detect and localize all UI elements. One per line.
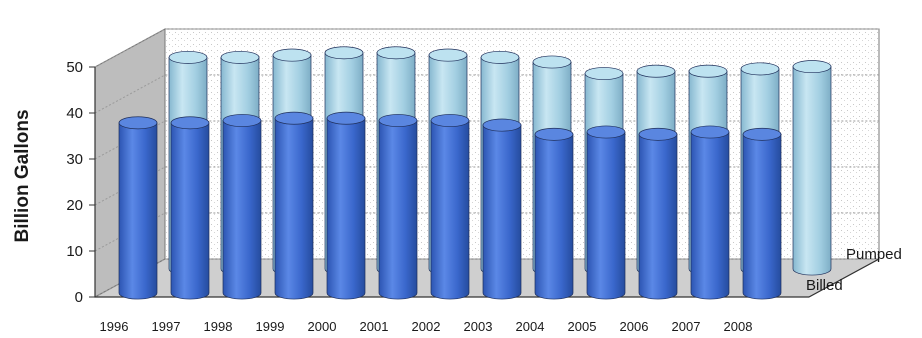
bar-billed-2001 xyxy=(378,114,418,300)
x-tick-label: 2004 xyxy=(516,319,545,334)
bar-billed-2001-body xyxy=(378,120,418,300)
bar-billed-2003-body xyxy=(482,124,522,300)
billed-series xyxy=(118,111,782,300)
bar-pumped-2001-top xyxy=(428,48,468,62)
bar-billed-2004-body xyxy=(534,133,574,300)
y-tick-label: 10 xyxy=(66,243,83,260)
y-tick-label: 20 xyxy=(66,197,83,214)
x-tick-label: 2008 xyxy=(724,319,753,334)
bar-pumped-1998-top xyxy=(272,48,312,62)
x-tick-label: 1998 xyxy=(204,319,233,334)
bar-billed-2005-top xyxy=(586,125,626,139)
x-tick-label: 2006 xyxy=(620,319,649,334)
bar-billed-2005 xyxy=(586,125,626,300)
y-axis-label: Billion Gallons xyxy=(12,109,33,242)
bar-pumped-2005-top xyxy=(636,64,676,78)
bar-billed-2007-body xyxy=(690,131,730,300)
bar-billed-2003 xyxy=(482,118,522,300)
bar-billed-2004-top xyxy=(534,127,574,141)
x-tick-label: 2003 xyxy=(464,319,493,334)
bar-billed-2002 xyxy=(430,114,470,300)
bar-pumped-2003-top xyxy=(532,55,572,69)
bar-billed-2000 xyxy=(326,111,366,300)
depth-axis-line xyxy=(808,258,880,298)
bar-pumped-2004-top xyxy=(584,67,624,80)
bar-billed-2000-body xyxy=(326,117,366,300)
bar-pumped-2007-top xyxy=(740,62,780,76)
bar-billed-2006-top xyxy=(638,127,678,141)
bar-pumped-1997-top xyxy=(220,50,260,64)
x-tick-label: 1996 xyxy=(100,319,129,334)
bar-pumped-2000-top xyxy=(376,46,416,60)
x-tick-label: 2001 xyxy=(360,319,389,334)
bar-pumped-2002-top xyxy=(480,50,520,64)
bar-billed-2004 xyxy=(534,127,574,300)
bar-billed-2006 xyxy=(638,127,678,300)
y-tick-label: 30 xyxy=(66,151,83,168)
bar-billed-2008-top xyxy=(742,127,782,141)
x-tick-label: 2007 xyxy=(672,319,701,334)
bar-pumped-2008-body xyxy=(792,66,832,276)
bar-billed-2007 xyxy=(690,125,730,300)
bar-billed-2000-top xyxy=(326,111,366,125)
x-tick-label: 2002 xyxy=(412,319,441,334)
series-label-billed: Billed xyxy=(806,277,843,294)
bar-billed-2008-body xyxy=(742,133,782,300)
y-tick-label: 0 xyxy=(75,289,83,306)
bar-billed-1998 xyxy=(222,114,262,300)
bar-billed-2003-top xyxy=(482,118,522,132)
bar-billed-1999 xyxy=(274,111,314,300)
bar-pumped-2008-top xyxy=(792,60,832,74)
bar-billed-1997-body xyxy=(170,122,210,300)
bar-pumped-2006-top xyxy=(688,64,728,78)
y-tick-label: 40 xyxy=(66,105,83,122)
bar-billed-2008 xyxy=(742,127,782,300)
bar-billed-2006-body xyxy=(638,133,678,300)
x-tick-label: 2005 xyxy=(568,319,597,334)
bar-billed-1997 xyxy=(170,116,210,300)
bar-billed-1996-top xyxy=(118,116,158,130)
labels-layer: Billion Gallons 0 10 20 30 40 50 1996 1997 1998 1… xyxy=(12,59,902,334)
bar-billed-1996 xyxy=(118,116,158,300)
bar-billed-1998-top xyxy=(222,114,262,127)
x-tick-label: 2000 xyxy=(308,319,337,334)
y-tick-label: 50 xyxy=(66,59,83,76)
bar-billed-2002-top xyxy=(430,114,470,127)
bar-billed-1999-top xyxy=(274,111,314,125)
x-tick-label: 1999 xyxy=(256,319,285,334)
bar-pumped-1999-top xyxy=(324,46,364,60)
bar-billed-1996-body xyxy=(118,122,158,300)
bar-billed-2005-body xyxy=(586,131,626,300)
x-tick-label: 1997 xyxy=(152,319,181,334)
bar-billed-2002-body xyxy=(430,120,470,300)
series-label-pumped: Pumped xyxy=(846,246,902,263)
bar-billed-2007-top xyxy=(690,125,730,139)
bar-pumped-2008 xyxy=(792,60,832,276)
bar-billed-1997-top xyxy=(170,116,210,130)
bar-billed-1998-body xyxy=(222,120,262,300)
bar-billed-1999-body xyxy=(274,117,314,300)
bar-pumped-1996-top xyxy=(168,50,208,64)
bar-billed-2001-top xyxy=(378,114,418,127)
